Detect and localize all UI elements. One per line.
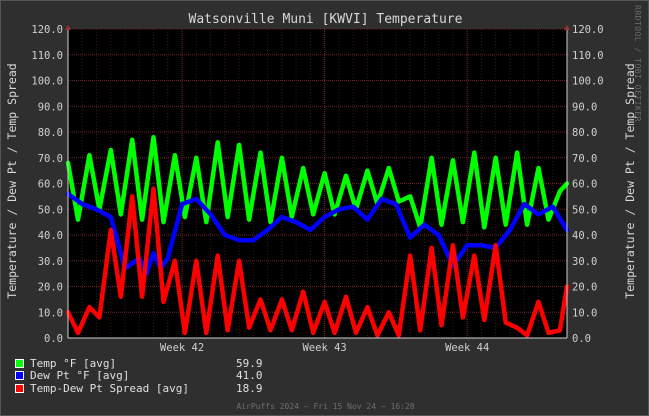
y-tick-label-right: 110.0 — [572, 50, 604, 62]
y-tick-label-left: 80.0 — [38, 127, 63, 139]
y-tick-label-right: 70.0 — [572, 153, 597, 165]
y-axis-label-left: Temperature / Dew Pt / Temp Spread — [5, 63, 19, 299]
series-temp-line — [65, 134, 570, 230]
y-tick-label-left: 90.0 — [38, 101, 63, 113]
legend-value-temp: 59.9 — [236, 356, 263, 370]
y-tick-label-left: 0.0 — [44, 333, 63, 345]
y-tick-label-right: 60.0 — [572, 179, 597, 191]
y-tick-label-right: 40.0 — [572, 230, 597, 242]
legend-item-dewpt: Dew Pt °F [avg] 41.0 — [15, 369, 263, 383]
legend-item-temp: Temp °F [avg] 59.9 — [15, 357, 263, 370]
legend-label-temp: Temp °F [avg] — [30, 356, 117, 370]
y-tick-label-right: 80.0 — [572, 127, 597, 139]
y-tick-label-left: 20.0 — [38, 282, 63, 294]
y-tick-label-right: 100.0 — [572, 76, 604, 88]
y-tick-label-left: 50.0 — [38, 204, 63, 216]
y-tick-label-right: 10.0 — [572, 307, 597, 319]
y-axis-label-right: Temperature / Dew Pt / Temp Spread — [623, 63, 637, 299]
y-tick-label-left: 120.0 — [31, 24, 63, 36]
y-tick-label-right: 90.0 — [572, 101, 597, 113]
x-tick-label: Week 44 — [445, 342, 489, 354]
y-axis-arrow-right — [564, 25, 570, 30]
y-tick-label-right: 0.0 — [572, 333, 591, 345]
legend-item-spread: Temp-Dew Pt Spread [avg] 18.9 — [15, 382, 263, 395]
legend-value-spread: 18.9 — [236, 381, 263, 395]
legend: Temp °F [avg] 59.9 Dew Pt °F [avg] 41.0 … — [15, 357, 263, 395]
y-tick-label-right: 30.0 — [572, 256, 597, 268]
x-tick-label: Week 43 — [302, 342, 346, 354]
legend-value-dewpt: 41.0 — [236, 369, 263, 383]
series-dewpt-line — [65, 191, 570, 276]
y-tick-label-left: 30.0 — [38, 256, 63, 268]
legend-swatch-spread — [15, 383, 24, 393]
rrdtool-watermark: RRDTOOL / TOBI OETIKER — [633, 5, 642, 122]
legend-swatch-temp — [15, 358, 24, 368]
y-tick-label-left: 70.0 — [38, 153, 63, 165]
legend-label-dewpt: Dew Pt °F [avg] — [30, 369, 130, 383]
y-tick-label-left: 10.0 — [38, 307, 63, 319]
chart-title: Watsonville Muni [KWVI] Temperature — [188, 12, 463, 27]
legend-label-spread: Temp-Dew Pt Spread [avg] — [30, 381, 189, 395]
legend-swatch-dewpt — [15, 371, 24, 381]
plot-canvas — [68, 29, 567, 338]
series-spread-line — [65, 186, 570, 338]
y-axis-arrow-left — [65, 25, 71, 30]
y-tick-label-left: 40.0 — [38, 230, 63, 242]
y-tick-label-left: 60.0 — [38, 179, 63, 191]
y-tick-label-right: 120.0 — [572, 24, 604, 36]
y-tick-label-left: 100.0 — [31, 76, 63, 88]
y-tick-label-left: 110.0 — [31, 50, 63, 62]
y-tick-label-right: 20.0 — [572, 282, 597, 294]
y-tick-label-right: 50.0 — [572, 204, 597, 216]
footer-timestamp: AirPuffs 2024 – Fri 15 Nov 24 – 16:28 — [236, 402, 415, 411]
x-tick-label: Week 42 — [160, 342, 204, 354]
